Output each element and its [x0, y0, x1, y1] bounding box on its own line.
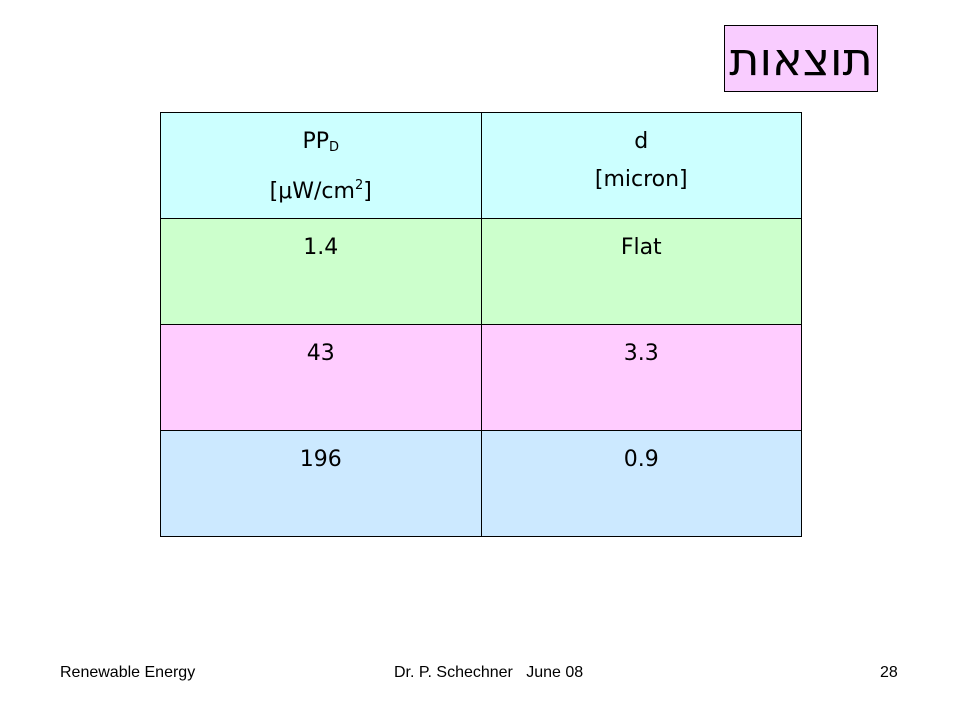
cell-ppd: 196: [160, 430, 482, 537]
table-row: 196 0.9: [160, 430, 802, 537]
cell-d: Flat: [480, 218, 802, 325]
cell-d: 3.3: [480, 324, 802, 431]
cell-ppd: 43: [160, 324, 482, 431]
footer-course: Renewable Energy: [60, 664, 196, 681]
header-d-line2: [micron]: [594, 167, 688, 192]
table-header-row: PPD [μW/cm2] d [micron]: [160, 112, 802, 219]
footer-page-number: 28: [880, 664, 898, 681]
slide-title: תוצאות: [724, 25, 878, 92]
header-ppd: PPD [μW/cm2]: [160, 112, 482, 219]
table-row: 43 3.3: [160, 324, 802, 431]
footer-author-date: Dr. P. Schechner June 08: [394, 664, 584, 681]
header-d-line1: d: [634, 129, 649, 154]
cell-d: 0.9: [480, 430, 802, 537]
cell-ppd: 1.4: [160, 218, 482, 325]
header-ppd-line1: PPD: [302, 129, 340, 155]
slide-title-text: תוצאות: [729, 31, 873, 86]
header-d: d [micron]: [480, 112, 802, 219]
header-ppd-line2: [μW/cm2]: [269, 178, 372, 204]
table-row: 1.4 Flat: [160, 218, 802, 325]
results-table: PPD [μW/cm2] d [micron] 1.4 Flat 43 3.3 …: [160, 112, 802, 537]
